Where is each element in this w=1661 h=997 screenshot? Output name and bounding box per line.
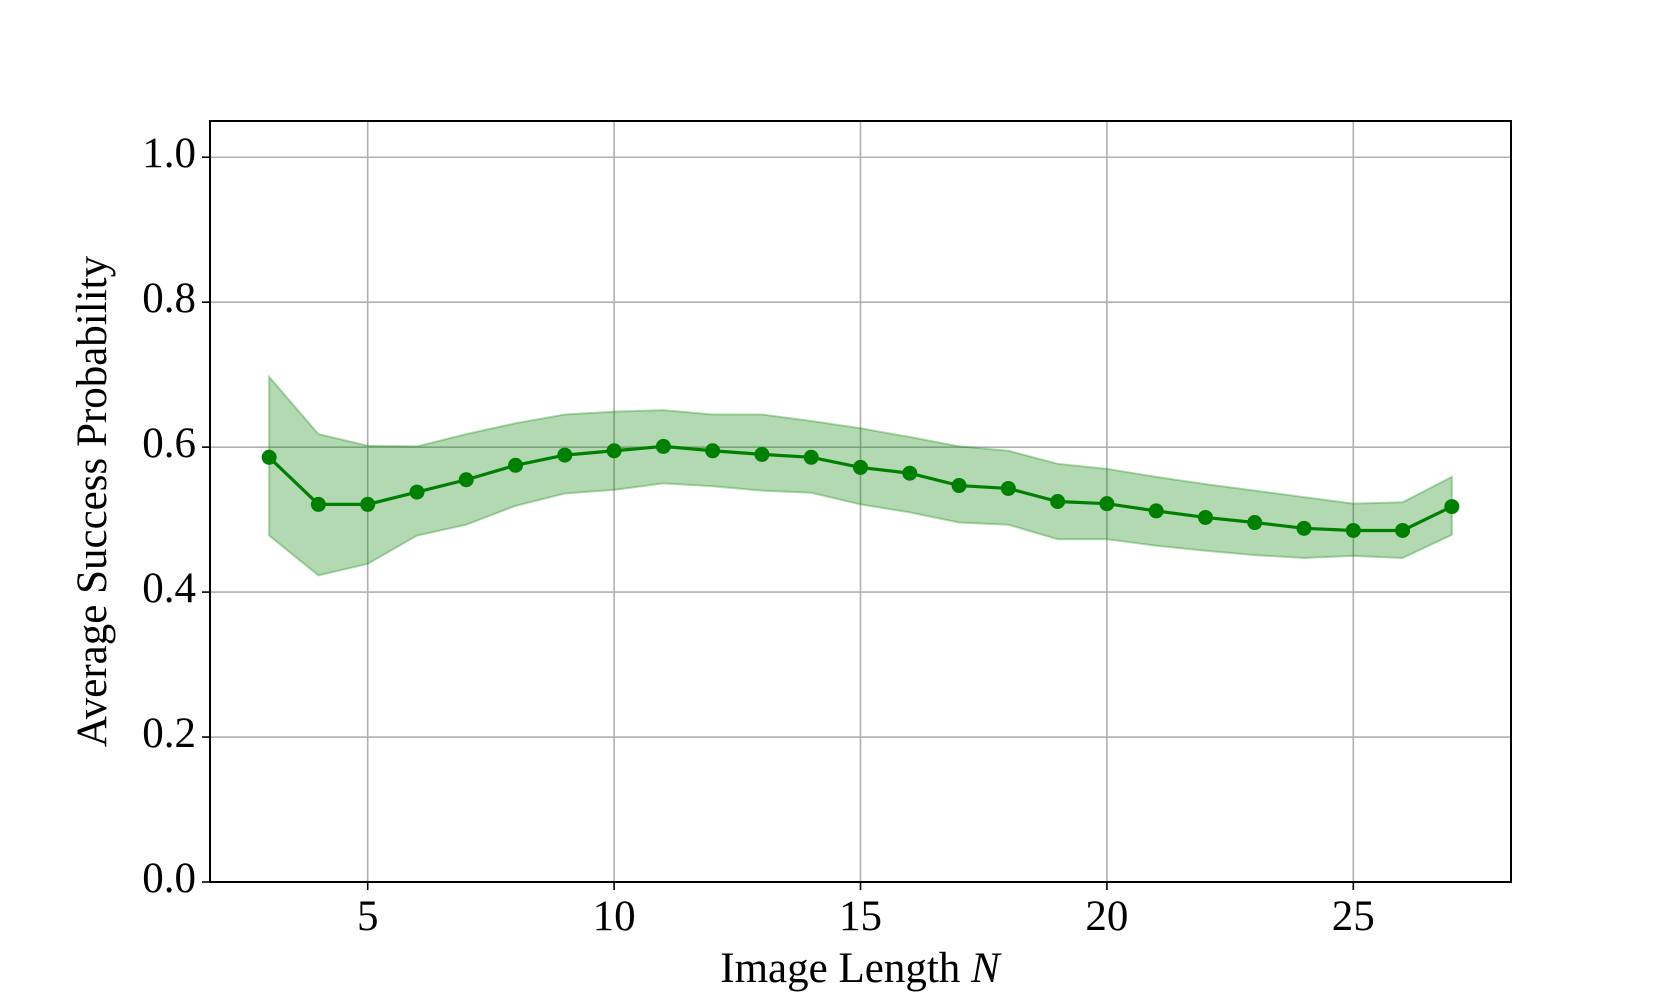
point (705, 443, 721, 459)
point (853, 459, 868, 475)
x-tick-label: 20 (1085, 893, 1128, 940)
x-axis-label-text: Image Length (720, 945, 960, 992)
point (557, 447, 573, 463)
confidence-band (268, 374, 1453, 577)
point (1197, 509, 1213, 525)
point (803, 449, 819, 465)
point (754, 446, 770, 462)
point (655, 438, 671, 454)
point (310, 496, 326, 512)
point (1395, 522, 1411, 538)
x-tick-label: 25 (1332, 893, 1375, 940)
point (409, 484, 425, 500)
point (1444, 499, 1460, 515)
point (1000, 480, 1016, 496)
x-axis-label: Image Length N (720, 945, 1002, 992)
point (606, 443, 622, 459)
point (261, 449, 277, 465)
y-tick-label: 0.6 (142, 420, 196, 467)
point (1099, 496, 1115, 512)
point (1148, 503, 1164, 519)
point (1050, 494, 1066, 509)
point (458, 472, 474, 488)
y-axis-label: Average Success Probability (69, 255, 116, 747)
point (508, 457, 524, 473)
y-tick-label: 0.0 (142, 855, 196, 902)
plot (261, 374, 1460, 577)
point (1345, 522, 1361, 538)
y-tick-label: 0.4 (142, 565, 196, 612)
x-tick-label: 5 (357, 893, 379, 940)
y-tick-label: 0.8 (142, 275, 196, 322)
y-tick-label: 1.0 (142, 130, 196, 177)
x-tick-label: 15 (839, 893, 882, 940)
point (360, 496, 376, 512)
x-tick-label: 10 (593, 893, 636, 940)
point (1296, 520, 1312, 536)
x-axis-label-variable: N (970, 945, 1002, 992)
point (951, 478, 967, 494)
y-tick-label: 0.2 (142, 710, 196, 757)
point (1247, 515, 1263, 531)
point (902, 465, 918, 481)
